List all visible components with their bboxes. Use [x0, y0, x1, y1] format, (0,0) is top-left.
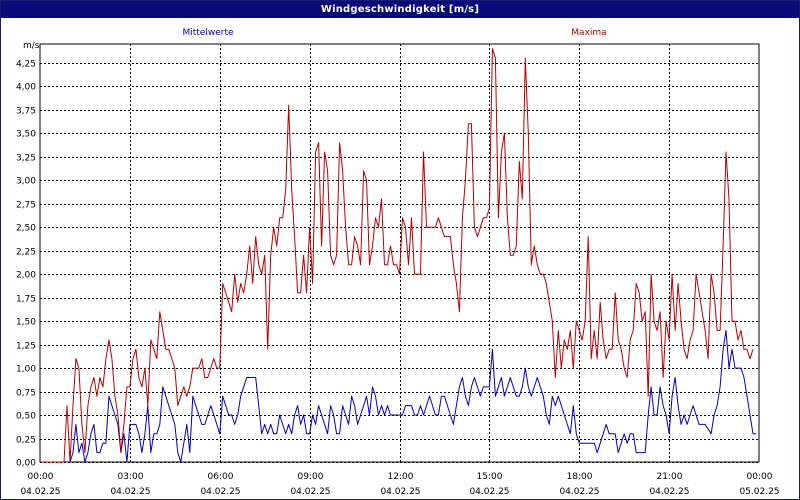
x-tick-time: 06:00 [208, 472, 234, 482]
legend-label-mittelwerte: Mittelwerte [182, 28, 233, 38]
x-tick-date: 04.02.25 [559, 487, 599, 497]
y-tick-label: 1,75 [16, 295, 36, 305]
window-title: Windgeschwindigkeit [m/s] [1, 1, 799, 18]
series-group [40, 48, 756, 463]
legend-label-maxima: Maxima [571, 28, 606, 38]
y-tick-label: 3,00 [16, 177, 36, 187]
x-tick-date: 04.02.25 [20, 487, 60, 497]
x-tick-time: 00:00 [28, 472, 54, 482]
y-tick-label: 0,00 [16, 459, 36, 469]
x-tick-date: 04.02.25 [649, 487, 689, 497]
y-axis-label: m/s [23, 41, 40, 51]
axes: 0,00 0,25 0,50 0,75 1,00 1,25 1,50 1,75 2,00 2,25… [16, 41, 780, 497]
y-tick-label: 0,50 [16, 412, 36, 422]
x-tick-time: 21:00 [657, 472, 683, 482]
x-tick-time: 18:00 [567, 472, 593, 482]
series-line-mittelwerte [40, 330, 756, 463]
series-line-maxima [40, 48, 754, 463]
x-tick-time: 09:00 [298, 472, 324, 482]
x-tick-date: 04.02.25 [200, 487, 240, 497]
y-tick-label: 4,25 [16, 60, 36, 70]
y-tick-label: 0,25 [16, 436, 36, 446]
y-tick-label: 1,50 [16, 318, 36, 328]
x-tick-date: 04.02.25 [290, 487, 330, 497]
legend: Mittelwerte Maxima [182, 28, 606, 38]
x-tick-time: 15:00 [477, 472, 503, 482]
y-tick-label: 2,75 [16, 201, 36, 211]
y-tick-label: 1,25 [16, 342, 36, 352]
y-tick-label: 2,25 [16, 248, 36, 258]
x-tick-date: 04.02.25 [110, 487, 150, 497]
x-tick-time: 12:00 [388, 472, 414, 482]
x-tick-date: 04.02.25 [380, 487, 420, 497]
x-tick-date: 05.02.25 [739, 487, 779, 497]
y-tick-label: 4,00 [16, 83, 36, 93]
plot-area [39, 43, 760, 463]
x-tick-time: 00:00 [747, 472, 773, 482]
y-tick-label: 3,75 [16, 107, 36, 117]
y-tick-label: 3,50 [16, 130, 36, 140]
y-tick-label: 2,50 [16, 224, 36, 234]
y-tick-label: 2,00 [16, 271, 36, 281]
x-tick-date: 04.02.25 [469, 487, 509, 497]
y-tick-label: 3,25 [16, 154, 36, 164]
y-tick-label: 0,75 [16, 389, 36, 399]
y-tick-label: 1,00 [16, 365, 36, 375]
x-tick-time: 03:00 [118, 472, 144, 482]
